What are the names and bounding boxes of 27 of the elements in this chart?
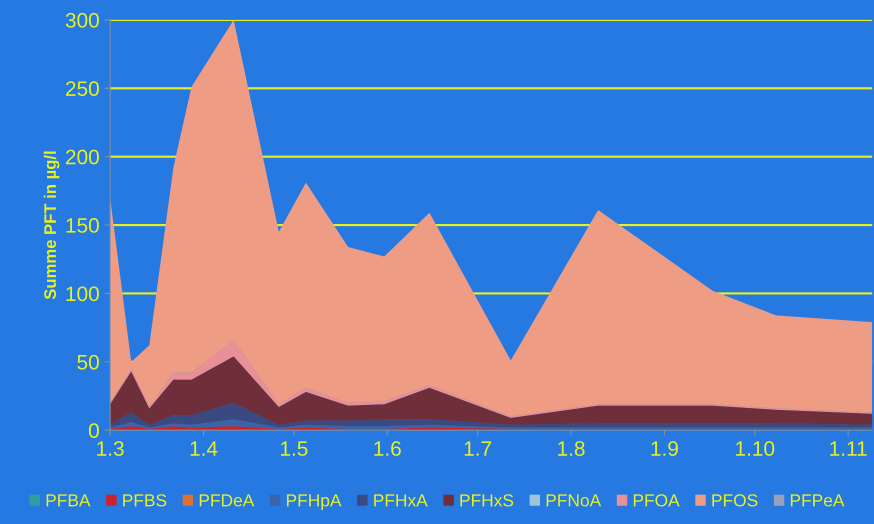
legend-label: PFOS [712,494,758,507]
x-tick-label: 1.3 [97,441,124,456]
x-tick-label: 1.7 [464,441,492,456]
x-tick-label: 1.10 [736,441,774,456]
y-tick-label: 200 [66,150,99,164]
x-tick-label: 1.6 [374,441,401,456]
x-tick-label: 1.4 [190,441,218,456]
y-axis-title: Summe PFT in µg/l [44,152,60,300]
y-tick-label: 50 [77,354,99,370]
x-tick-label: 1.9 [652,441,678,456]
legend-label: PFHpA [286,494,342,510]
legend-label: PFHxA [374,494,428,506]
x-tick-label: 1.5 [280,441,308,456]
x-tick-label: 1.8 [558,441,585,456]
legend-label: PFHxS [460,494,514,507]
x-tick-label: 1.11 [830,441,867,456]
legend-label: PFPeA [790,494,844,507]
legend-label: PFBA [46,494,90,506]
y-tick-label: 300 [66,12,99,28]
legend-label: PFOA [634,494,680,507]
legend-label: PFNoA [546,494,602,507]
y-tick-label: 150 [66,218,99,233]
legend-label: PFBS [123,494,166,507]
y-tick-label: 100 [66,286,99,302]
legend-label: PFDeA [200,494,254,507]
y-tick-label: 0 [88,423,99,438]
y-tick-label: 250 [66,81,99,96]
